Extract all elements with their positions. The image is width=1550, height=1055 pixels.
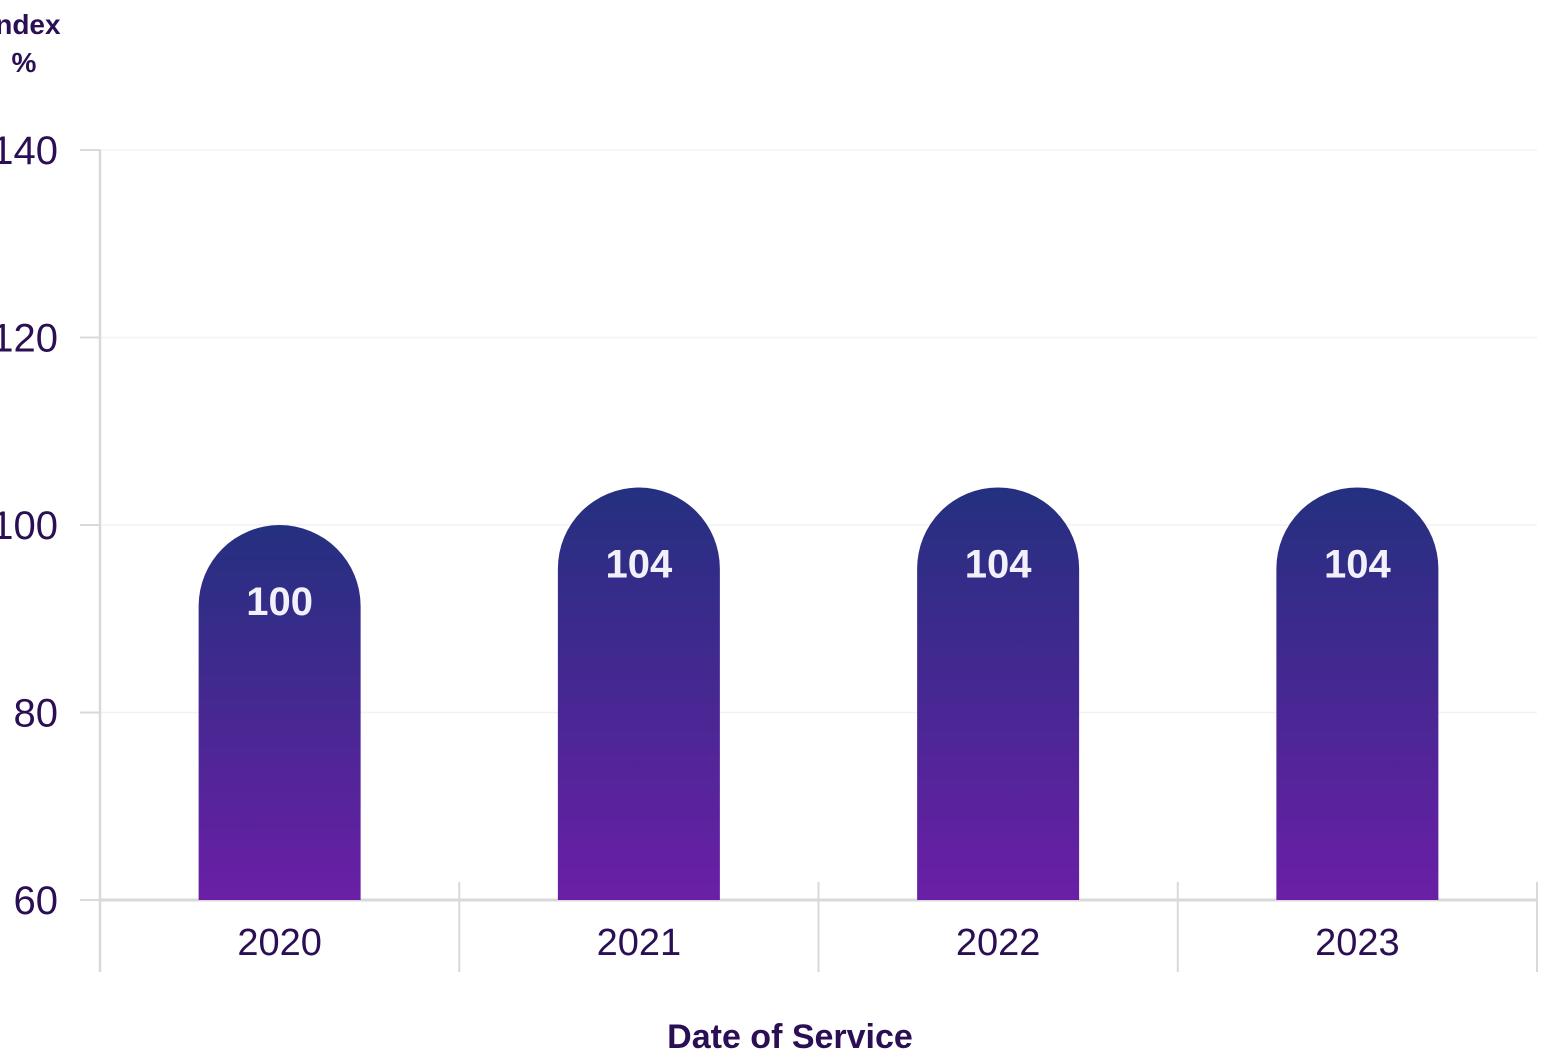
bar-2020 [198,525,361,900]
bar-2023 [1276,487,1439,900]
bar-2021 [557,487,720,900]
x-axis-title: Date of Service [667,1018,913,1055]
bar-value-label-2022: 104 [965,543,1032,587]
bar-value-label-2020: 100 [246,580,313,624]
bar-2022 [917,487,1080,900]
y-tick-label-100: 100 [0,504,58,548]
y-tick-label-140: 140 [0,129,58,173]
bar-value-label-2021: 104 [606,543,673,587]
y-tick-label-120: 120 [0,317,58,361]
bars [198,487,1439,900]
y-tick-label-60: 60 [14,879,59,923]
labels: 60 80 100 120 140 100 2020 104 2021 104 2022 104 202… [0,9,1400,1055]
x-tick-label-2023: 2023 [1315,922,1400,964]
y-axis-title-line-1: Index [0,9,61,40]
y-tick-label-80: 80 [14,692,59,736]
bar-value-label-2023: 104 [1324,543,1391,587]
x-tick-label-2022: 2022 [956,922,1041,964]
y-axis-title-line-2: % [12,47,37,78]
x-tick-label-2021: 2021 [597,922,682,964]
x-tick-label-2020: 2020 [237,922,322,964]
